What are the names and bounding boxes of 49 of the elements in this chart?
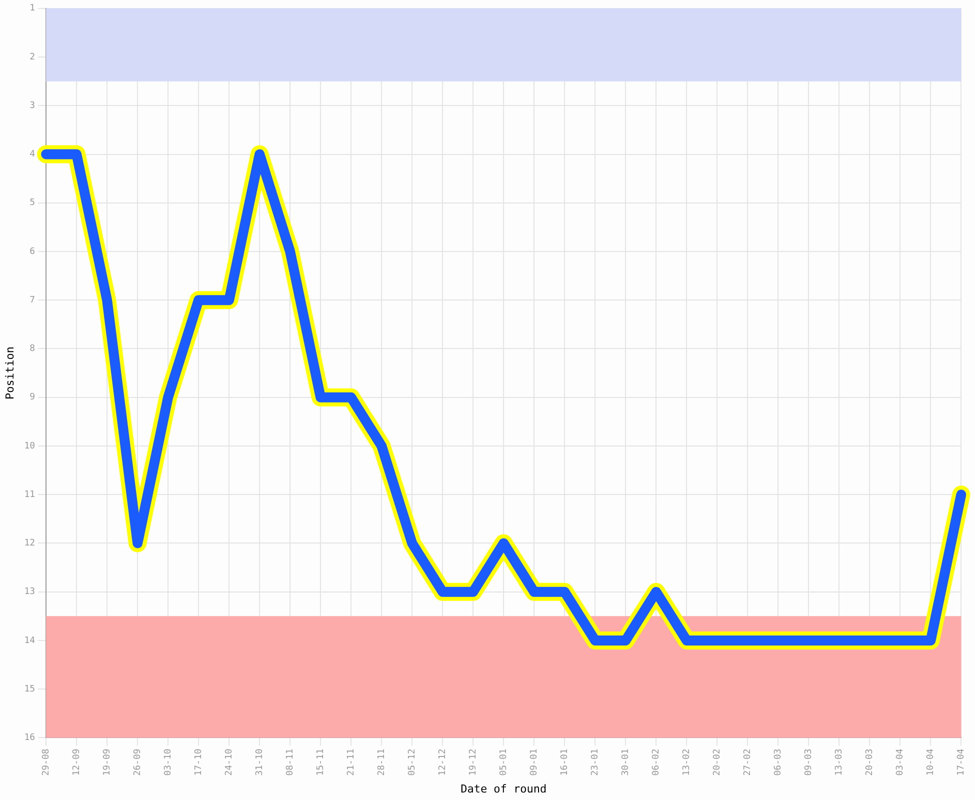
y-tick-label: 7 bbox=[30, 295, 36, 306]
x-tick-label: 20-03 bbox=[865, 748, 876, 776]
x-tick-label: 10-04 bbox=[926, 748, 936, 776]
x-tick-label: 23-01 bbox=[590, 748, 600, 776]
x-tick-label: 24-10 bbox=[224, 748, 234, 776]
y-tick-label: 5 bbox=[30, 198, 36, 208]
y-tick-label: 9 bbox=[30, 392, 36, 403]
x-tick-label: 31-10 bbox=[254, 748, 265, 776]
x-tick-label: 08-11 bbox=[285, 748, 296, 776]
x-tick-label: 03-04 bbox=[896, 748, 906, 776]
y-tick-label: 14 bbox=[24, 636, 36, 646]
y-tick-label: 11 bbox=[24, 490, 36, 500]
y-tick-label: 10 bbox=[24, 441, 36, 452]
x-tick-label: 17-10 bbox=[194, 748, 204, 776]
x-tick-label: 13-02 bbox=[682, 748, 692, 776]
x-tick-label: 16-01 bbox=[560, 748, 570, 776]
y-tick-label: 8 bbox=[30, 344, 36, 354]
x-tick-label: 13-03 bbox=[834, 748, 845, 776]
y-tick-label: 16 bbox=[24, 733, 36, 744]
x-tick-label: 28-11 bbox=[376, 748, 387, 776]
x-tick-label: 09-03 bbox=[804, 748, 814, 776]
x-tick-label: 27-02 bbox=[743, 748, 754, 776]
x-tick-label: 29-08 bbox=[41, 748, 52, 776]
x-tick-label: 26-09 bbox=[132, 748, 143, 776]
y-tick-label: 4 bbox=[30, 150, 36, 160]
x-tick-label: 12-12 bbox=[438, 748, 448, 776]
x-tick-label: 12-09 bbox=[72, 748, 82, 776]
y-tick-label: 6 bbox=[30, 246, 36, 257]
y-tick-label: 12 bbox=[24, 538, 36, 549]
x-tick-label: 06-02 bbox=[651, 748, 662, 776]
x-tick-label: 06-03 bbox=[774, 748, 784, 776]
y-tick-label: 2 bbox=[30, 52, 36, 62]
y-tick-label: 15 bbox=[24, 684, 36, 694]
y-tick-label: 13 bbox=[24, 587, 36, 598]
x-tick-label: 30-01 bbox=[620, 748, 631, 776]
x-tick-label: 19-09 bbox=[102, 748, 112, 776]
x-tick-label: 03-10 bbox=[163, 748, 174, 776]
x-tick-label: 20-02 bbox=[712, 748, 722, 776]
y-tick-label: 3 bbox=[30, 100, 36, 111]
x-tick-label: 19-12 bbox=[468, 748, 478, 776]
x-tick-label: 09-01 bbox=[529, 748, 540, 776]
x-tick-label: 17-04 bbox=[956, 748, 967, 776]
x-axis-title: Date of round bbox=[460, 782, 547, 796]
x-tick-label: 05-01 bbox=[498, 748, 509, 776]
x-tick-label: 15-11 bbox=[316, 748, 326, 776]
x-tick-label: 05-12 bbox=[407, 748, 418, 776]
y-tick-label: 1 bbox=[30, 4, 36, 14]
y-axis-title: Position bbox=[3, 346, 16, 400]
x-tick-label: 21-11 bbox=[346, 748, 356, 776]
